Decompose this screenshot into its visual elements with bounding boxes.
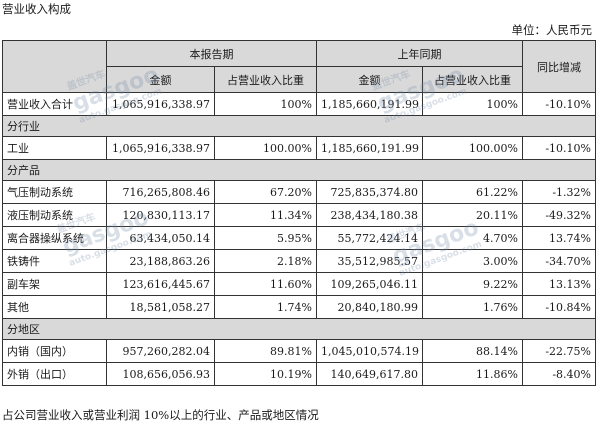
cell-yoy-change: -22.75% — [522, 339, 596, 363]
table-row: 其他 18,581,058.27 1.74% 20,840,180.99 1.76% -1… — [2, 295, 596, 319]
cell-share-prior: 9.22% — [422, 272, 523, 296]
cell-share-current: 67.20% — [214, 180, 317, 204]
header-blank-cell — [2, 40, 107, 93]
header-current-period: 本报告期 — [106, 40, 317, 67]
cell-row-label: 副车架 — [2, 272, 107, 296]
cell-row-label: 工业 — [2, 136, 107, 160]
cell-amount-prior: 55,772,424.14 — [316, 226, 423, 250]
cell-share-prior: 100.00% — [422, 136, 523, 160]
section-title: 分行业 — [2, 115, 596, 137]
cell-amount-current: 1,065,916,338.97 — [106, 136, 215, 160]
cell-share-current: 10.19% — [214, 362, 317, 386]
cell-amount-prior: 1,185,660,191.99 — [316, 136, 423, 160]
cell-yoy-change: -49.32% — [522, 203, 596, 227]
cell-share-current: 100.00% — [214, 136, 317, 160]
header-share-current: 占营业收入比重 — [214, 66, 317, 93]
cell-amount-current: 716,265,808.46 — [106, 180, 215, 204]
footnote: 占公司营业收入或营业利润 10%以上的行业、产品或地区情况 — [2, 408, 319, 422]
cell-share-prior: 4.70% — [422, 226, 523, 250]
cell-yoy-change: -10.10% — [522, 136, 596, 160]
cell-yoy-change: -10.10% — [522, 92, 596, 116]
cell-amount-prior: 109,265,046.11 — [316, 272, 423, 296]
cell-yoy-change: 13.74% — [522, 226, 596, 250]
header-row-periods: 本报告期 上年同期 同比增减 — [2, 40, 596, 93]
cell-yoy-change: 13.13% — [522, 272, 596, 296]
section-header-row: 分行业 — [2, 115, 596, 137]
total-row: 营业收入合计 1,065,916,338.97 100% 1,185,660,191.… — [2, 92, 596, 116]
cell-share-current: 1.74% — [214, 295, 317, 319]
table-row: 离合器操纵系统 63,434,050.14 5.95% 55,772,424.14 4.… — [2, 226, 596, 250]
cell-share-prior: 1.76% — [422, 295, 523, 319]
cell-row-label: 内销（国内） — [2, 339, 107, 363]
cell-amount-current: 63,434,050.14 — [106, 226, 215, 250]
table-row: 气压制动系统 716,265,808.46 67.20% 725,835,374.80… — [2, 180, 596, 204]
header-amount-prior: 金额 — [316, 66, 423, 93]
cell-share-current: 2.18% — [214, 249, 317, 273]
cell-amount-prior: 1,185,660,191.99 — [316, 92, 423, 116]
cell-amount-current: 108,656,056.93 — [106, 362, 215, 386]
cell-row-label: 液压制动系统 — [2, 203, 107, 227]
section-title: 分地区 — [2, 318, 596, 340]
section-header-row: 分地区 — [2, 318, 596, 340]
cell-row-label: 铁铸件 — [2, 249, 107, 273]
header-share-prior: 占营业收入比重 — [422, 66, 523, 93]
cell-amount-current: 23,188,863.26 — [106, 249, 215, 273]
cell-amount-current: 18,581,058.27 — [106, 295, 215, 319]
cell-amount-current: 120,830,113.17 — [106, 203, 215, 227]
cell-yoy-change: -34.70% — [522, 249, 596, 273]
cell-row-label: 外销（出口） — [2, 362, 107, 386]
cell-amount-current: 123,616,445.67 — [106, 272, 215, 296]
cell-amount-prior: 1,045,010,574.19 — [316, 339, 423, 363]
header-row-columns: 金额 占营业收入比重 金额 占营业收入比重 — [3, 66, 596, 93]
section-title: 分产品 — [2, 159, 596, 181]
table-row: 液压制动系统 120,830,113.17 11.34% 238,434,180.38… — [2, 203, 596, 227]
cell-share-current: 89.81% — [214, 339, 317, 363]
cell-row-label: 营业收入合计 — [2, 92, 107, 116]
cell-share-prior: 61.22% — [422, 180, 523, 204]
cell-amount-prior: 35,512,985.57 — [316, 249, 423, 273]
cell-amount-current: 957,260,282.04 — [106, 339, 215, 363]
table-caption: 营业收入构成 — [2, 2, 71, 16]
header-yoy-change: 同比增减 — [522, 40, 596, 93]
cell-amount-current: 1,065,916,338.97 — [106, 92, 215, 116]
table-row: 内销（国内） 957,260,282.04 89.81% 1,045,010,574.… — [2, 339, 596, 363]
cell-row-label: 气压制动系统 — [2, 180, 107, 204]
cell-amount-prior: 20,840,180.99 — [316, 295, 423, 319]
cell-share-current: 11.60% — [214, 272, 317, 296]
table-row: 工业 1,065,916,338.97 100.00% 1,185,660,191.9… — [2, 136, 596, 160]
cell-share-current: 11.34% — [214, 203, 317, 227]
header-amount-current: 金额 — [106, 66, 215, 93]
section-header-row: 分产品 — [2, 159, 596, 181]
cell-share-prior: 20.11% — [422, 203, 523, 227]
cell-yoy-change: -10.84% — [522, 295, 596, 319]
table-row: 铁铸件 23,188,863.26 2.18% 35,512,985.57 3.00% -… — [2, 249, 596, 273]
cell-amount-prior: 725,835,374.80 — [316, 180, 423, 204]
cell-amount-prior: 238,434,180.38 — [316, 203, 423, 227]
unit-label: 单位：人民币元 — [511, 23, 593, 37]
cell-share-current: 5.95% — [214, 226, 317, 250]
table-row: 外销（出口） 108,656,056.93 10.19% 140,649,617.80… — [2, 362, 596, 386]
cell-share-current: 100% — [214, 92, 317, 116]
cell-yoy-change: -8.40% — [522, 362, 596, 386]
cell-row-label: 离合器操纵系统 — [2, 226, 107, 250]
cell-share-prior: 88.14% — [422, 339, 523, 363]
table-row: 副车架 123,616,445.67 11.60% 109,265,046.11 9.2… — [2, 272, 596, 296]
revenue-composition-table: 本报告期 上年同期 同比增减 金额 占营业收入比重 金额 占营业收入比重 营业收… — [2, 40, 596, 386]
cell-share-prior: 3.00% — [422, 249, 523, 273]
cell-amount-prior: 140,649,617.80 — [316, 362, 423, 386]
cell-row-label: 其他 — [2, 295, 107, 319]
cell-yoy-change: -1.32% — [522, 180, 596, 204]
header-prior-period: 上年同期 — [316, 40, 523, 67]
cell-share-prior: 11.86% — [422, 362, 523, 386]
cell-share-prior: 100% — [422, 92, 523, 116]
